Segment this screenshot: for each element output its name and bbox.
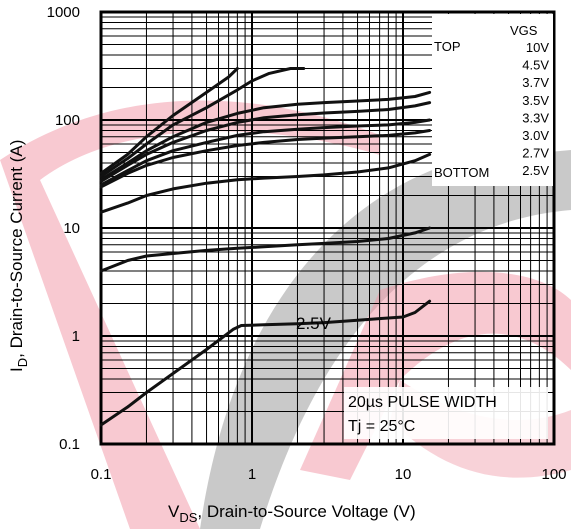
- series-line-10v: [99, 67, 239, 175]
- series-line-3-3v: [99, 118, 432, 187]
- pulse-annotation-box: [344, 387, 548, 439]
- legend-entries: 10V 4.5V 3.7V 3.5V 3.3V 3.0V 2.7V 2.5V: [522, 40, 549, 178]
- x-tick-label: 0.1: [91, 466, 112, 483]
- legend-entry: 3.0V: [522, 128, 549, 143]
- series-line-3-5v: [99, 101, 432, 183]
- series-line-2-5v: [99, 226, 432, 273]
- legend-entry: 3.5V: [522, 93, 549, 108]
- x-tick-label: 1: [248, 466, 256, 483]
- x-tick-labels: 0.1 1 10 100: [91, 466, 567, 483]
- y-tick-label: 1: [72, 328, 80, 345]
- legend-entry: 3.3V: [522, 110, 549, 125]
- x-tick-label: 100: [541, 466, 566, 483]
- plot-frame: [99, 10, 556, 446]
- y-tick-label: 0.1: [59, 436, 80, 453]
- series-group: [99, 67, 432, 427]
- series-line-2-7v: [99, 152, 432, 214]
- x-axis-title: VDS, Drain-to-Source Voltage (V): [168, 502, 416, 525]
- series-line-4-5v: [99, 67, 306, 178]
- legend-entry: 4.5V: [522, 58, 549, 73]
- y-tick-label: 100: [55, 112, 80, 129]
- legend-entry: 10V: [526, 40, 549, 55]
- pulse-width-annotation: 20µs PULSE WIDTH: [348, 394, 497, 411]
- series-line-3-0v: [99, 129, 432, 189]
- legend-top-label: TOP: [434, 39, 461, 54]
- y-tick-labels: 0.1 1 10 100 1000: [47, 4, 80, 453]
- legend-box: [432, 14, 553, 186]
- series-line-3-7v: [99, 90, 432, 182]
- legend-entry: 3.7V: [522, 75, 549, 90]
- curve-label-2-5v: 2.5V: [296, 314, 332, 333]
- legend-header: VGS: [510, 23, 538, 38]
- legend-entry: 2.5V: [522, 163, 549, 178]
- y-tick-label: 1000: [47, 4, 80, 21]
- y-axis-title: ID, Drain-to-Source Current (A): [7, 140, 30, 372]
- x-tick-label: 10: [395, 466, 412, 483]
- series-line-2-5v-curve: [99, 299, 432, 427]
- y-tick-label: 10: [63, 220, 80, 237]
- legend-entry: 2.7V: [522, 146, 549, 161]
- legend-bottom-label: BOTTOM: [434, 165, 489, 180]
- temperature-annotation: Tj = 25°C: [348, 418, 415, 435]
